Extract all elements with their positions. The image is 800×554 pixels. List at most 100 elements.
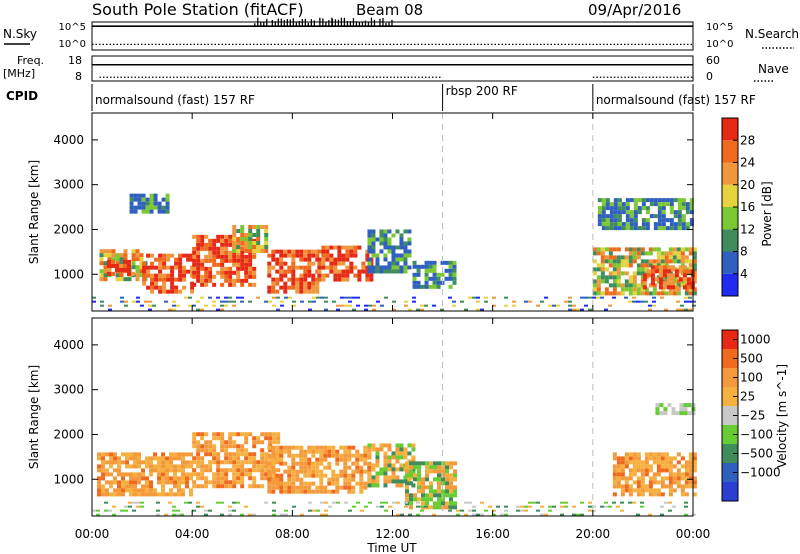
data-cell bbox=[668, 259, 673, 264]
data-cell bbox=[256, 436, 261, 441]
data-cell bbox=[347, 477, 352, 482]
data-cell bbox=[536, 509, 540, 512]
data-cell bbox=[588, 296, 592, 299]
data-cell bbox=[347, 453, 352, 458]
data-cell bbox=[252, 513, 256, 516]
data-cell bbox=[196, 444, 201, 449]
data-cell bbox=[331, 473, 336, 478]
data-cell bbox=[395, 245, 400, 250]
data-cell bbox=[644, 468, 649, 473]
data-cell bbox=[628, 460, 633, 465]
data-cell bbox=[600, 247, 605, 252]
data-cell bbox=[357, 273, 362, 278]
data-cell bbox=[169, 476, 174, 481]
data-cell bbox=[212, 262, 217, 267]
data-cell bbox=[640, 275, 645, 280]
data-cell bbox=[684, 255, 689, 260]
data-cell bbox=[604, 291, 609, 296]
data-cell bbox=[464, 308, 468, 311]
data-cell bbox=[592, 505, 596, 508]
data-cell bbox=[162, 285, 167, 290]
data-cell bbox=[303, 469, 308, 474]
data-cell bbox=[196, 460, 201, 465]
data-cell bbox=[448, 260, 453, 265]
data-cell bbox=[228, 274, 233, 279]
data-cell bbox=[232, 228, 237, 233]
data-cell bbox=[271, 277, 276, 282]
data-cell bbox=[196, 254, 201, 259]
data-cell bbox=[177, 484, 182, 489]
data-cell bbox=[648, 283, 653, 288]
data-cell bbox=[291, 281, 296, 286]
data-cell bbox=[669, 222, 674, 227]
data-cell bbox=[200, 472, 205, 477]
y-tick-label: 3000 bbox=[53, 178, 84, 192]
data-cell bbox=[640, 492, 645, 497]
data-cell bbox=[244, 266, 249, 271]
data-cell bbox=[403, 245, 408, 250]
data-cell bbox=[117, 484, 122, 489]
colorbar-swatch bbox=[722, 251, 738, 274]
data-cell bbox=[367, 249, 372, 254]
data-cell bbox=[355, 469, 360, 474]
data-cell bbox=[311, 261, 316, 266]
data-cell bbox=[272, 509, 276, 512]
data-cell bbox=[92, 300, 96, 303]
data-cell bbox=[136, 296, 140, 299]
data-cell bbox=[256, 240, 261, 245]
data-cell bbox=[436, 272, 441, 277]
data-cell bbox=[189, 476, 194, 481]
data-cell bbox=[333, 245, 338, 250]
data-cell bbox=[145, 209, 150, 214]
data-cell bbox=[99, 269, 104, 274]
data-cell bbox=[236, 270, 241, 275]
data-cell bbox=[371, 483, 376, 488]
data-cell bbox=[291, 489, 296, 494]
data-cell bbox=[125, 452, 130, 457]
data-cell bbox=[664, 501, 668, 504]
data-cell bbox=[267, 445, 272, 450]
data-cell bbox=[208, 460, 213, 465]
data-cell bbox=[133, 492, 138, 497]
data-cell bbox=[174, 265, 179, 270]
data-cell bbox=[256, 484, 261, 489]
data-cell bbox=[332, 501, 336, 504]
freq-series-group bbox=[92, 63, 693, 78]
data-cell bbox=[684, 279, 689, 284]
noise-left-tick-bottom: 10^0 bbox=[59, 39, 86, 50]
data-cell bbox=[656, 247, 661, 252]
data-cell bbox=[433, 461, 438, 466]
y-tick-label: 3000 bbox=[53, 383, 84, 397]
data-cell bbox=[624, 476, 629, 481]
data-cell bbox=[283, 285, 288, 290]
data-cell bbox=[248, 282, 253, 287]
data-cell bbox=[204, 304, 208, 307]
data-cell bbox=[472, 513, 476, 516]
data-cell bbox=[391, 471, 396, 476]
data-cell bbox=[303, 249, 308, 254]
data-cell bbox=[688, 484, 693, 489]
data-cell bbox=[287, 269, 292, 274]
data-cell bbox=[576, 308, 580, 311]
data-cell bbox=[650, 281, 655, 286]
data-cell bbox=[333, 273, 338, 278]
data-cell bbox=[182, 273, 187, 278]
data-cell bbox=[287, 277, 292, 282]
data-cell bbox=[672, 464, 677, 469]
data-cell bbox=[412, 296, 416, 299]
data-cell bbox=[692, 255, 697, 260]
data-cell bbox=[252, 244, 257, 249]
data-cell bbox=[448, 276, 453, 281]
data-cell bbox=[387, 241, 392, 246]
data-cell bbox=[279, 277, 284, 282]
data-cell bbox=[291, 261, 296, 266]
data-cell bbox=[275, 269, 280, 274]
data-cell bbox=[660, 468, 665, 473]
data-cell bbox=[684, 308, 688, 311]
data-cell bbox=[383, 269, 388, 274]
data-cell bbox=[660, 456, 665, 461]
data-cell bbox=[181, 468, 186, 473]
data-cell bbox=[392, 300, 396, 303]
data-cell bbox=[311, 461, 316, 466]
